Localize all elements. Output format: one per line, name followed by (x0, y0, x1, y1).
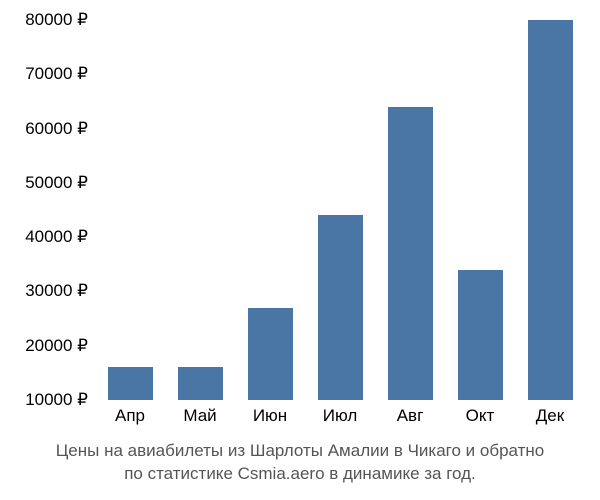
price-chart: 10000 ₽ 20000 ₽ 30000 ₽ 40000 ₽ 50000 ₽ 60000… (0, 0, 600, 500)
x-tick-label: Июл (305, 406, 375, 426)
x-tick-label: Дек (515, 406, 585, 426)
caption-line-2: по статистике Csmia.aero в динамике за г… (0, 463, 600, 486)
x-tick-label: Авг (375, 406, 445, 426)
y-tick-label: 70000 ₽ (8, 64, 88, 84)
y-tick-label: 60000 ₽ (8, 119, 88, 139)
y-tick-label: 50000 ₽ (8, 173, 88, 193)
bar (458, 270, 503, 400)
y-tick-label: 40000 ₽ (8, 227, 88, 247)
bar (318, 215, 363, 400)
y-tick-label: 80000 ₽ (8, 10, 88, 30)
x-tick-label: Июн (235, 406, 305, 426)
bar (178, 367, 223, 400)
bar (528, 20, 573, 400)
bar (108, 367, 153, 400)
x-tick-label: Май (165, 406, 235, 426)
y-tick-label: 20000 ₽ (8, 336, 88, 356)
y-tick-label: 30000 ₽ (8, 281, 88, 301)
caption-line-1: Цены на авиабилеты из Шарлоты Амалии в Ч… (0, 440, 600, 463)
bar (248, 308, 293, 400)
x-tick-label: Апр (95, 406, 165, 426)
plot-area (95, 20, 585, 400)
x-tick-label: Окт (445, 406, 515, 426)
y-tick-label: 10000 ₽ (8, 390, 88, 410)
bar (388, 107, 433, 400)
